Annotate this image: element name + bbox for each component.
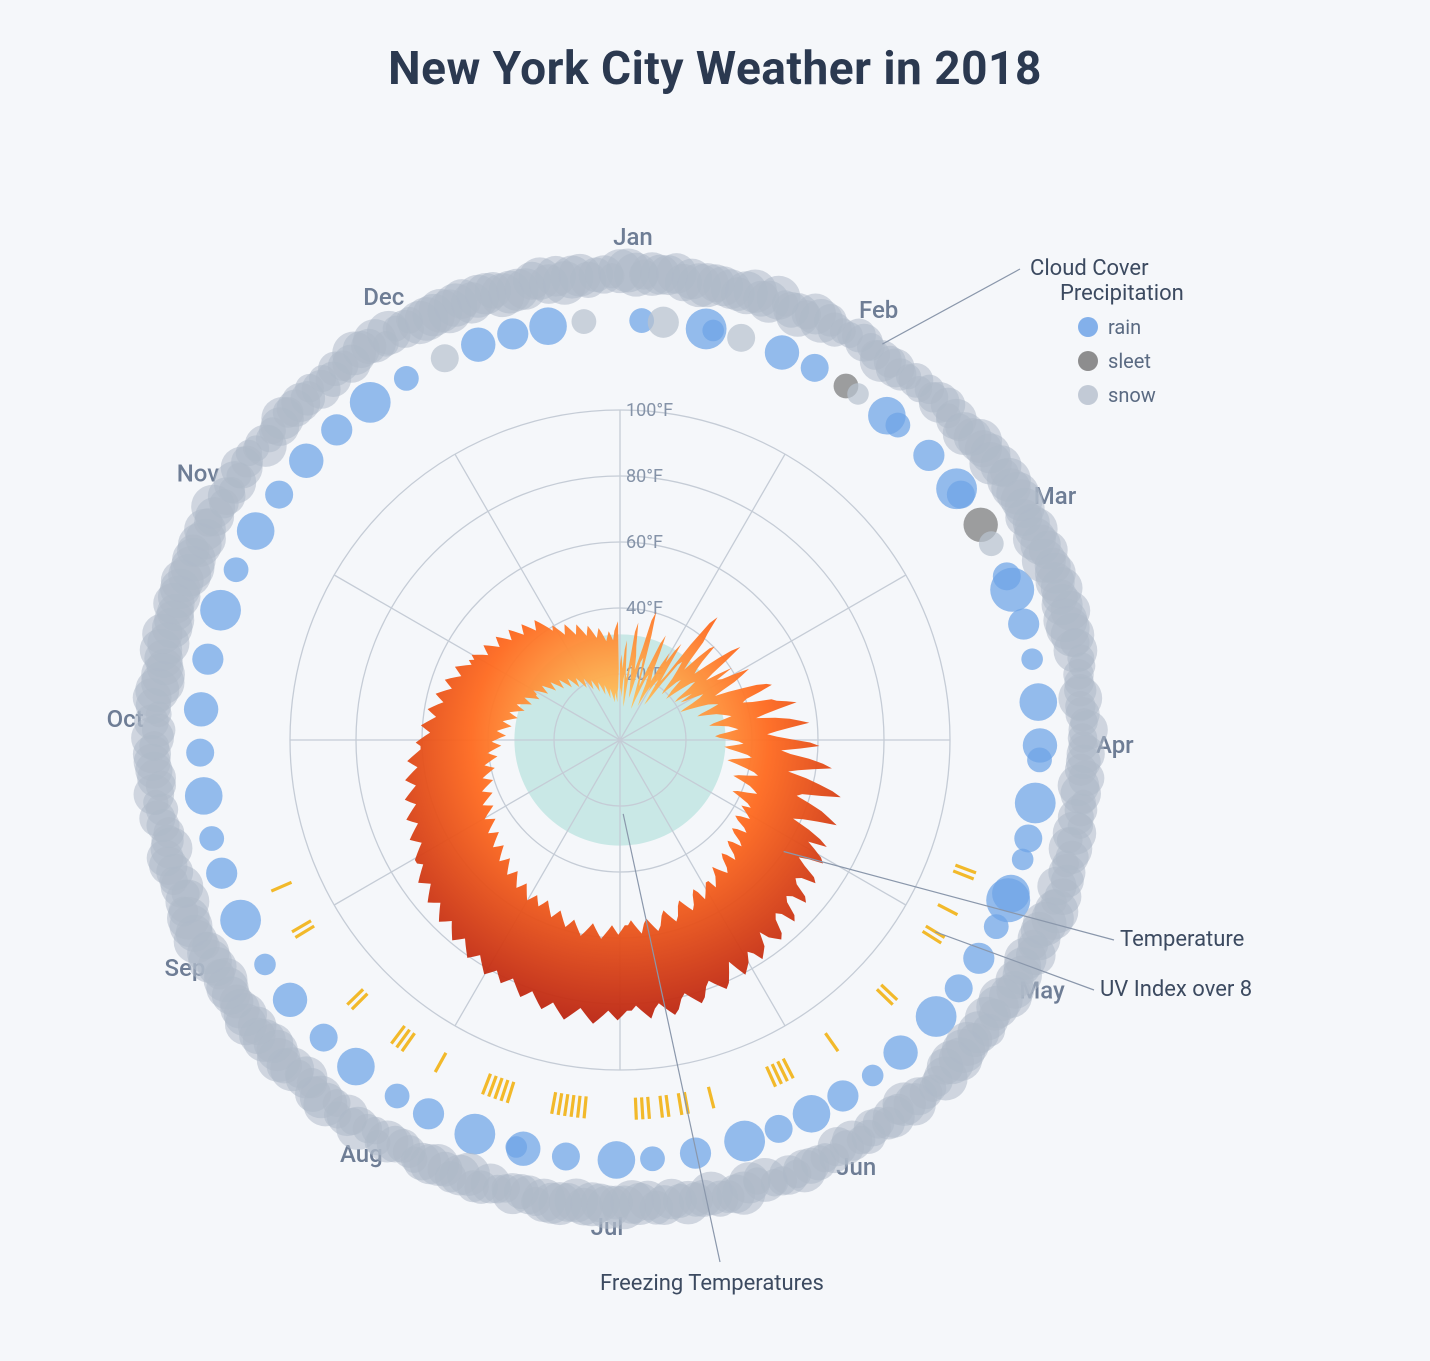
precip-bubble [765, 335, 799, 369]
legend-label: snow [1108, 383, 1156, 407]
temp-tick-label: 60°F [626, 532, 663, 553]
temp-tick-label: 40°F [626, 598, 663, 619]
precip-bubble [984, 914, 1009, 939]
precip-bubble [765, 1115, 793, 1143]
precip-bubble [793, 1095, 831, 1133]
uv-tick [666, 1095, 669, 1117]
precip-bubble [1014, 824, 1042, 852]
uv-tick [565, 1094, 568, 1116]
precip-bubble [702, 320, 724, 342]
uv-tick [642, 1097, 643, 1119]
precip-bubble [1019, 683, 1057, 721]
precip-bubble [885, 413, 910, 438]
precip-bubble [883, 1035, 917, 1069]
uv-tick [708, 1087, 713, 1108]
precip-bubble [265, 481, 293, 509]
precip-bubble [192, 644, 223, 675]
precip-bubble [413, 1098, 444, 1129]
precip-bubble [185, 777, 223, 815]
precip-bubble [454, 1114, 495, 1155]
precip-bubble [497, 318, 528, 349]
precip-bubble [184, 692, 218, 726]
precip-bubble [648, 307, 679, 338]
legend-label: rain [1108, 315, 1141, 339]
precip-bubble [394, 366, 419, 391]
leader-cloud [882, 269, 1020, 344]
precip-bubble [827, 1080, 858, 1111]
uv-tick [635, 1098, 636, 1120]
precip-bubble [724, 1121, 765, 1162]
precip-bubble [1008, 608, 1039, 639]
uv-tick [578, 1096, 580, 1118]
precip-bubble [321, 414, 352, 445]
label-uv: UV Index over 8 [1100, 977, 1252, 1002]
uv-tick [660, 1096, 662, 1118]
precip-bubble [640, 1146, 665, 1171]
precip-bubble [947, 481, 975, 509]
temp-tick-label: 80°F [626, 466, 663, 487]
label-freezing: Freezing Temperatures [600, 1271, 824, 1296]
uv-tick [571, 1095, 574, 1117]
precip-bubble [862, 1065, 884, 1087]
precip-bubble [289, 444, 323, 478]
precip-bubble [1021, 648, 1043, 670]
cloud-bubble [599, 263, 624, 288]
uv-tick [501, 1080, 508, 1101]
precip-bubble [199, 826, 224, 851]
label-temperature: Temperature [1120, 927, 1244, 952]
precip-bubble [206, 858, 237, 889]
precip-bubble [254, 954, 276, 976]
month-label: Dec [363, 283, 404, 311]
legend-dot [1078, 351, 1098, 371]
radial-chart: JanFebMarAprMayJunJulAugSepOctNovDec20°F… [0, 140, 1430, 1340]
precip-bubble [310, 1024, 338, 1052]
precip-bubble [220, 900, 261, 941]
precip-bubble [385, 1084, 410, 1109]
uv-tick [558, 1093, 562, 1115]
precip-bubble [337, 1048, 375, 1086]
precip-bubble [200, 590, 241, 631]
legend-dot [1078, 385, 1098, 405]
temp-tick-label: 100°F [626, 400, 673, 421]
precip-bubble [727, 324, 755, 352]
uv-tick [435, 1053, 446, 1072]
precip-bubble [186, 739, 214, 767]
precip-bubble [913, 440, 944, 471]
precip-bubble [461, 327, 495, 361]
label-precipitation: Precipitation [1060, 281, 1184, 306]
precip-bubble [529, 307, 567, 345]
precip-bubble [237, 512, 275, 550]
month-label: Jan [613, 223, 653, 251]
uv-tick [552, 1092, 556, 1114]
uv-tick [825, 1033, 838, 1051]
precip-bubble [979, 531, 1004, 556]
precip-bubble [1015, 783, 1056, 824]
precip-bubble [224, 557, 249, 582]
precip-bubble [598, 1141, 636, 1179]
uv-tick [678, 1093, 682, 1115]
uv-tick [938, 905, 958, 915]
precip-bubble [1027, 747, 1052, 772]
precip-bubble [945, 974, 973, 1002]
uv-tick [648, 1097, 650, 1119]
precip-bubble [431, 344, 459, 372]
precip-bubble [1012, 849, 1034, 871]
precip-bubble [847, 383, 869, 405]
precip-bubble [273, 983, 307, 1017]
precip-bubble [505, 1136, 527, 1158]
chart-title: New York City Weather in 2018 [0, 42, 1430, 96]
precip-bubble [680, 1138, 711, 1169]
legend-label: sleet [1108, 349, 1151, 373]
label-cloud-cover: Cloud Cover [1030, 256, 1149, 281]
uv-tick [271, 882, 291, 891]
precip-bubble [571, 309, 596, 334]
month-label: Nov [177, 459, 219, 487]
precip-bubble [350, 382, 391, 423]
uv-tick [584, 1096, 586, 1118]
uv-tick [507, 1082, 514, 1103]
precip-bubble [801, 354, 829, 382]
precip-bubble [552, 1143, 580, 1171]
legend-dot [1078, 317, 1098, 337]
